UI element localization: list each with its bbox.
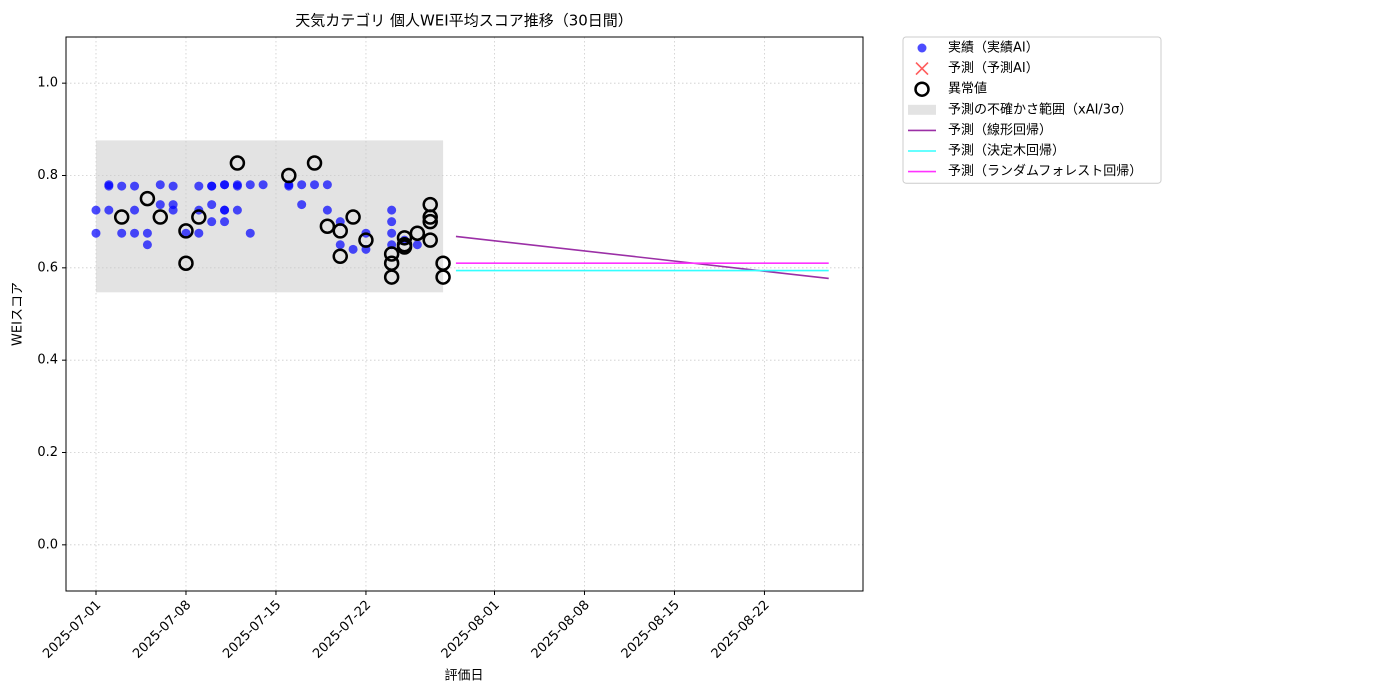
point (322, 205, 332, 215)
point (306, 155, 323, 171)
point (232, 205, 242, 215)
y-tick-label: 0.2 (37, 445, 58, 460)
point (322, 180, 332, 190)
point (387, 217, 397, 227)
y-tick-label: 0.8 (37, 168, 58, 183)
line (455, 235, 829, 280)
point (194, 228, 204, 238)
y-axis-label: WEIスコア (11, 282, 26, 346)
x-tick-label: 2025-08-08 (529, 598, 593, 662)
legend-label: 予測（ランダムフォレスト回帰） (948, 163, 1142, 179)
x-tick-label: 2025-07-22 (310, 598, 374, 662)
point (207, 181, 217, 191)
point (383, 246, 400, 262)
plot-frame (65, 36, 864, 592)
x-tick-label: 2025-08-15 (619, 598, 683, 662)
point (91, 228, 101, 238)
point (297, 180, 307, 190)
point (104, 180, 114, 190)
point (130, 205, 140, 215)
point (245, 180, 255, 190)
legend-marker (914, 81, 930, 97)
point (332, 248, 348, 265)
point (435, 269, 451, 285)
legend-marker (915, 62, 929, 76)
legend-label: 予測（予測AI） (948, 61, 1039, 76)
point (220, 217, 230, 227)
point (335, 240, 345, 250)
point (155, 180, 165, 190)
point (117, 181, 127, 191)
y-tick-label: 0.6 (37, 260, 58, 275)
point (207, 217, 217, 227)
point (130, 228, 140, 238)
point (181, 228, 191, 238)
chart-title: 天気カテゴリ 個人WEI平均スコア推移（30日間） (295, 12, 633, 30)
point (142, 240, 152, 250)
point (194, 181, 204, 191)
point (229, 155, 246, 171)
point (422, 232, 438, 248)
x-tick-label: 2025-08-01 (439, 598, 503, 662)
point (113, 209, 130, 225)
point (396, 237, 413, 253)
point (168, 181, 178, 191)
legend-frame (902, 36, 1162, 184)
point (412, 240, 422, 250)
point (297, 200, 307, 210)
x-tick-label: 2025-07-01 (40, 598, 104, 662)
legend-label: 予測の不確かさ範囲（xAI/3σ） (948, 101, 1132, 117)
point (348, 244, 358, 254)
point (130, 181, 140, 191)
point (319, 218, 336, 235)
point (387, 228, 397, 238)
point (191, 209, 207, 225)
point (422, 209, 438, 225)
y-tick-label: 1.0 (37, 76, 58, 91)
point (387, 205, 397, 215)
point (258, 180, 268, 190)
y-tick-label: 0.4 (37, 353, 58, 368)
legend-patch (908, 104, 936, 115)
x-tick-label: 2025-07-08 (130, 598, 194, 662)
point (422, 213, 438, 230)
legend-label: 異常値 (948, 81, 987, 97)
legend-marker (917, 43, 927, 53)
point (155, 200, 165, 210)
point (91, 205, 101, 215)
x-axis-label: 評価日 (444, 669, 483, 684)
point (104, 205, 114, 215)
point (396, 230, 413, 246)
point (178, 255, 194, 271)
point (207, 200, 217, 210)
point (220, 180, 230, 190)
point (358, 232, 374, 248)
point (332, 223, 348, 239)
point (245, 228, 255, 238)
x-tick-label: 2025-08-22 (709, 598, 773, 662)
legend-label: 予測（線形回帰） (948, 122, 1052, 138)
point (117, 228, 127, 238)
legend-label: 予測（決定木回帰） (948, 143, 1065, 159)
point (345, 209, 361, 225)
point (220, 205, 230, 215)
point (383, 255, 400, 271)
y-tick-label: 0.0 (37, 537, 58, 552)
point (232, 181, 242, 191)
point (139, 190, 156, 207)
point (310, 180, 320, 190)
point (152, 209, 169, 225)
point (409, 225, 426, 241)
point (281, 167, 297, 184)
point (168, 205, 178, 215)
legend-label: 実績（実績AI） (948, 40, 1039, 56)
x-tick-label: 2025-07-15 (220, 598, 284, 662)
point (178, 223, 194, 239)
point (142, 228, 152, 238)
